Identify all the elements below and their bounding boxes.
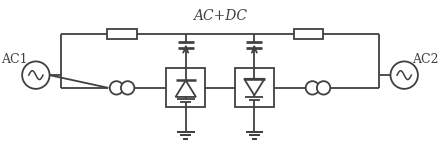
- Circle shape: [110, 81, 123, 95]
- Circle shape: [306, 81, 319, 95]
- Circle shape: [317, 81, 330, 95]
- Circle shape: [121, 81, 134, 95]
- Bar: [166, 68, 205, 107]
- Text: AC1: AC1: [1, 53, 28, 66]
- Bar: [235, 68, 274, 107]
- Bar: [293, 29, 323, 39]
- Circle shape: [22, 61, 50, 89]
- Text: AC+DC: AC+DC: [193, 9, 247, 23]
- Bar: [107, 29, 137, 39]
- Circle shape: [390, 61, 418, 89]
- Text: AC2: AC2: [413, 53, 439, 66]
